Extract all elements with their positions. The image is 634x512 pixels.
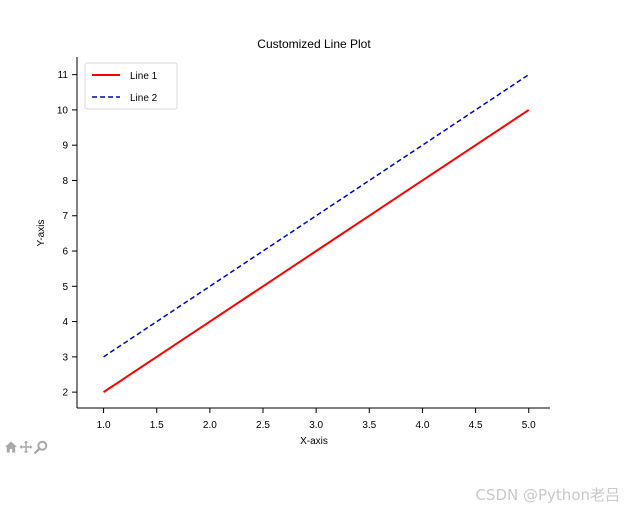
watermark: CSDN @Python老吕 bbox=[475, 486, 620, 504]
y-tick-label: 7 bbox=[62, 211, 68, 222]
axes bbox=[76, 57, 550, 409]
x-tick-label: 4.0 bbox=[415, 420, 429, 431]
x-tick-label: 3.5 bbox=[362, 420, 376, 431]
y-tick-label: 11 bbox=[58, 70, 69, 81]
x-tick-label: 1.5 bbox=[150, 420, 164, 431]
legend-label-line-1: Line 1 bbox=[130, 71, 158, 82]
y-tick-label: 2 bbox=[62, 388, 68, 399]
series-line-2 bbox=[103, 74, 530, 358]
y-tick-label: 4 bbox=[62, 317, 68, 328]
chart-title: Customized Line Plot bbox=[257, 37, 371, 51]
plot-toolbar bbox=[4, 440, 48, 455]
y-tick-label: 3 bbox=[62, 352, 68, 363]
zoom-icon[interactable] bbox=[34, 440, 48, 455]
series-line-1 bbox=[103, 109, 530, 393]
legend-label-line-2: Line 2 bbox=[130, 93, 158, 104]
pan-icon[interactable] bbox=[19, 440, 33, 454]
legend: Line 1 Line 2 bbox=[84, 62, 178, 110]
x-tick-label: 2.0 bbox=[203, 420, 217, 431]
y-tick-label: 8 bbox=[62, 176, 68, 187]
series-layer bbox=[103, 74, 530, 393]
y-tick-label: 6 bbox=[62, 247, 68, 258]
y-axis-ticks: 2 3 4 5 6 7 8 9 10 11 bbox=[57, 70, 77, 399]
y-tick-label: 9 bbox=[62, 141, 68, 152]
x-tick-label: 3.0 bbox=[309, 420, 323, 431]
x-tick-label: 4.5 bbox=[469, 420, 483, 431]
x-tick-label: 1.0 bbox=[97, 420, 111, 431]
x-tick-label: 2.5 bbox=[256, 420, 270, 431]
y-tick-label: 10 bbox=[57, 105, 69, 116]
home-icon[interactable] bbox=[4, 440, 18, 454]
x-axis-label: X-axis bbox=[300, 436, 328, 447]
x-axis-ticks: 1.0 1.5 2.0 2.5 3.0 3.5 4.0 4.5 5.0 bbox=[97, 408, 536, 431]
y-axis-label: Y-axis bbox=[36, 220, 47, 247]
x-tick-label: 5.0 bbox=[522, 420, 536, 431]
y-tick-label: 5 bbox=[62, 282, 68, 293]
